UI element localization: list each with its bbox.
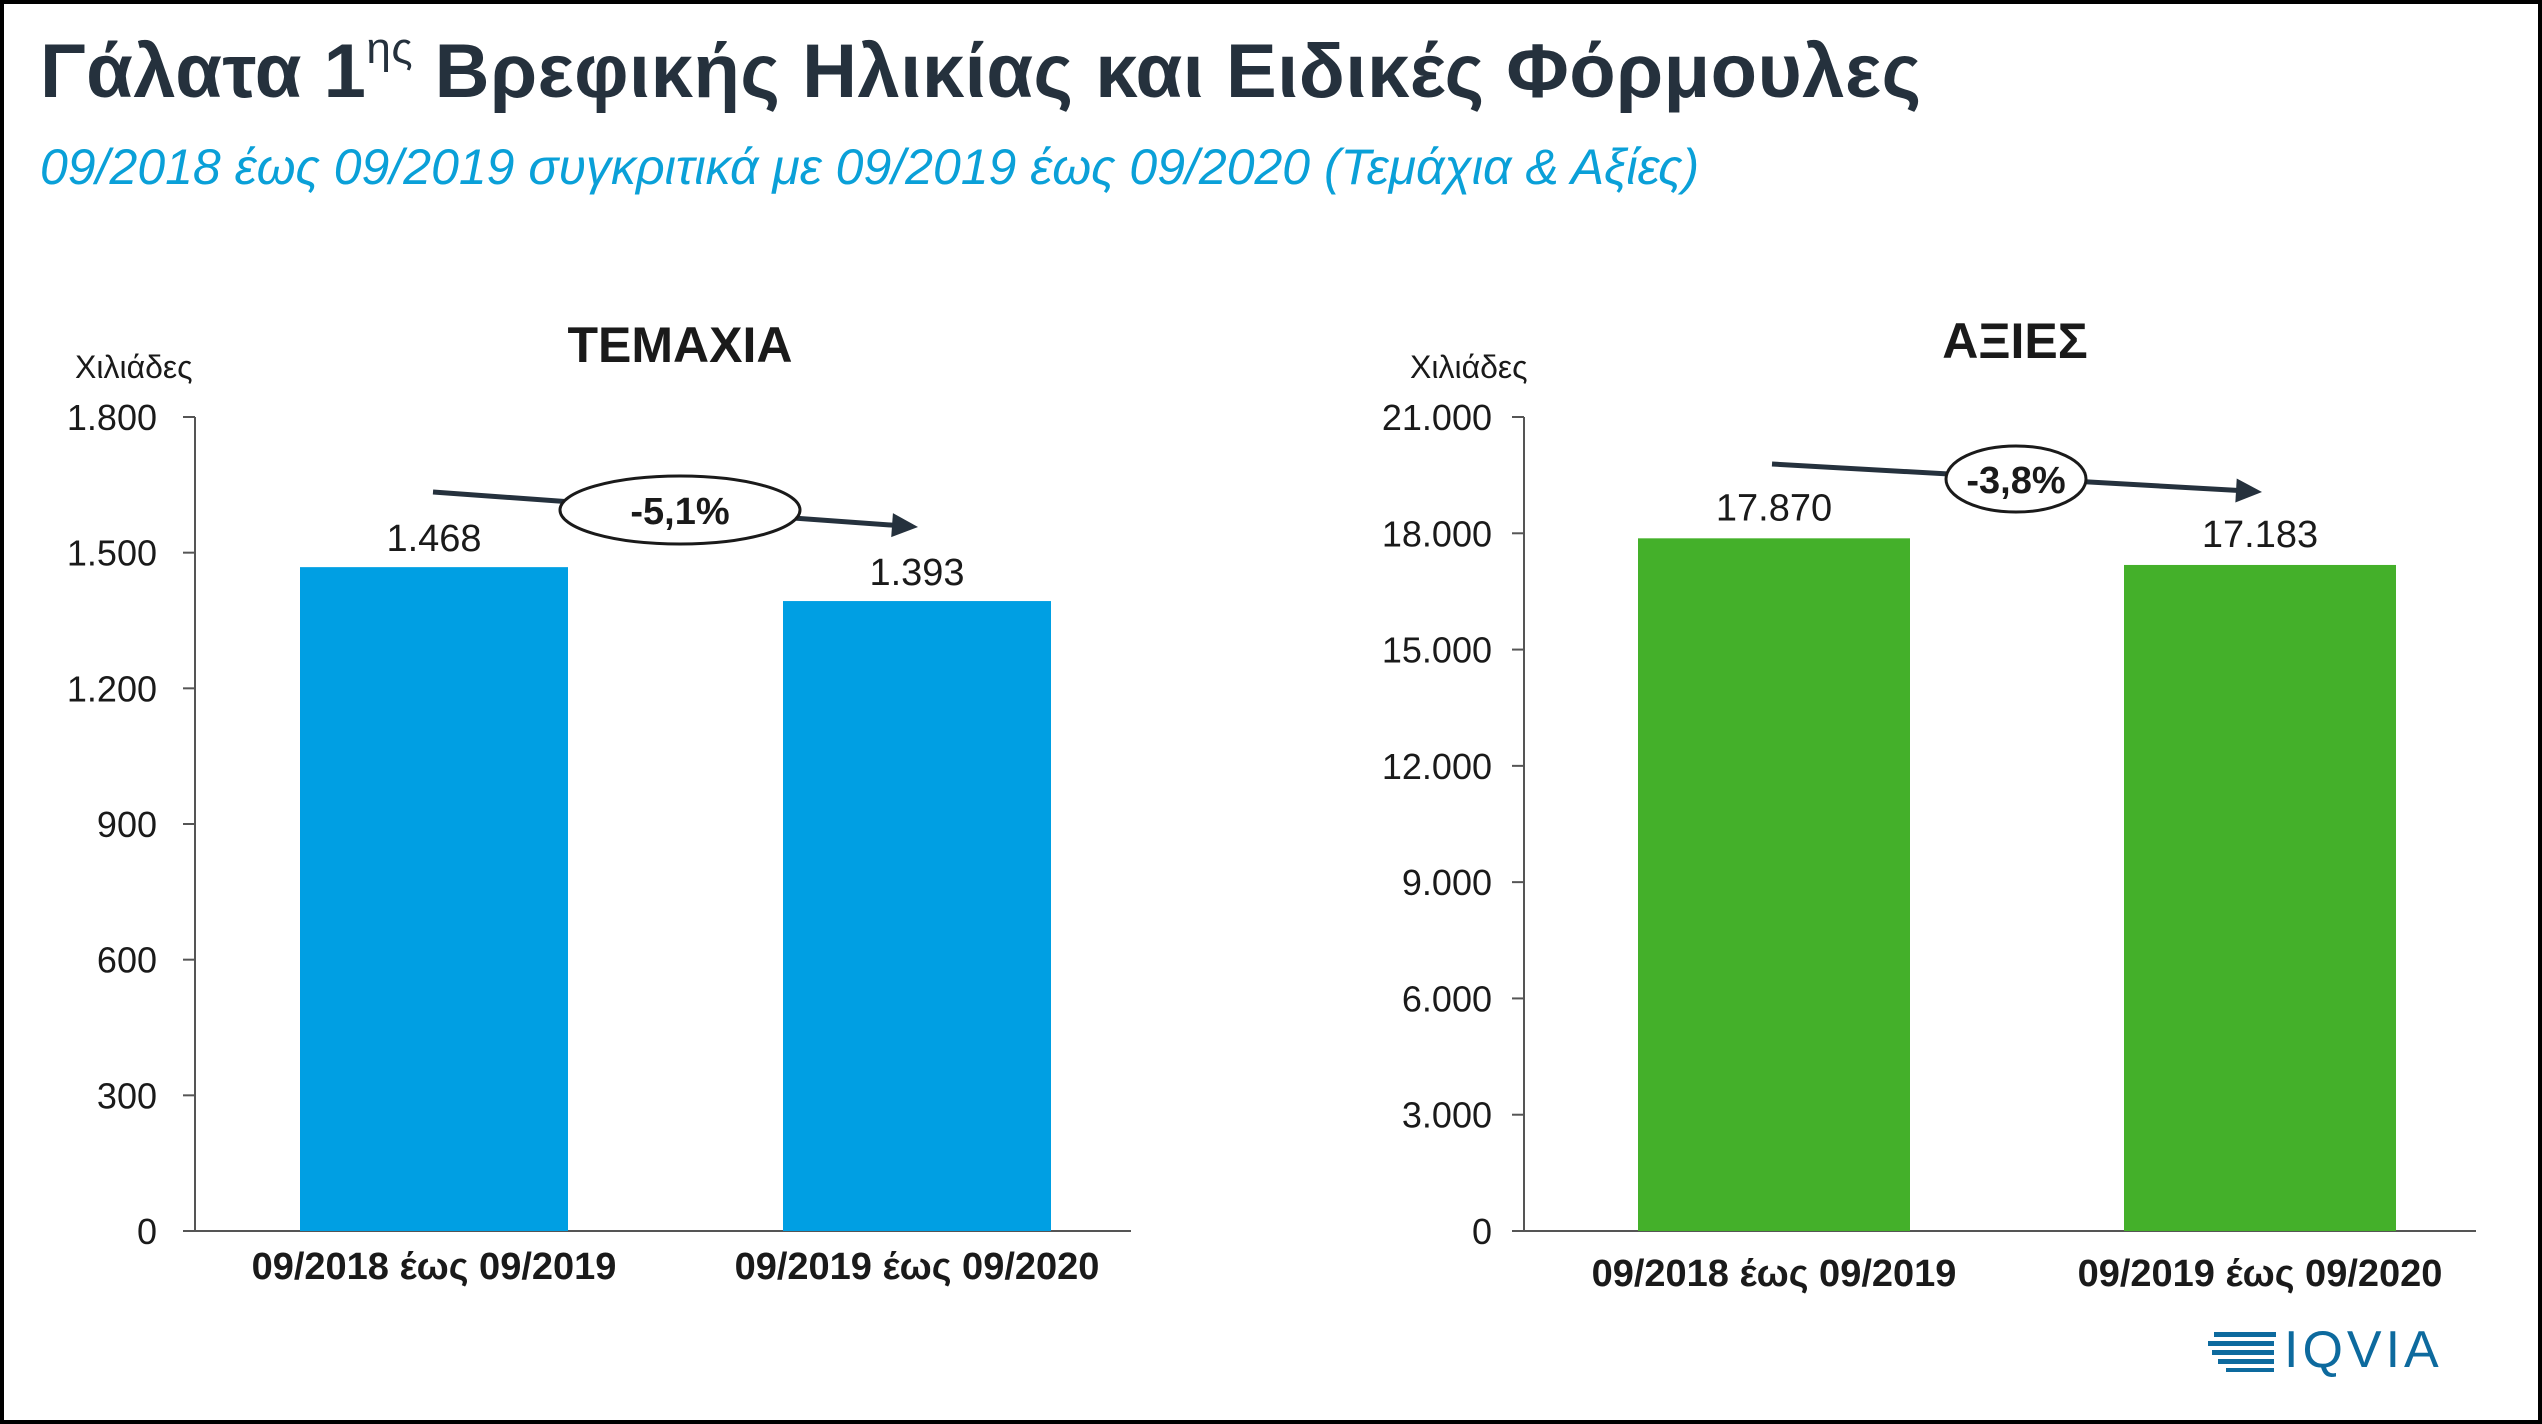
y-tick-label-0-0: 0 xyxy=(137,1211,157,1252)
unit-label-0: Χιλιάδες xyxy=(75,349,193,385)
y-tick-label-1-5: 15.000 xyxy=(1382,630,1492,671)
chart-title-0: ΤΕΜΑΧΙΑ xyxy=(568,317,793,373)
bar-1-0 xyxy=(1638,538,1910,1231)
logo-text: IQVIA xyxy=(2284,1321,2443,1379)
value-label-1-1: 17.183 xyxy=(2202,514,2318,556)
value-label-1-0: 17.870 xyxy=(1716,487,1832,529)
page-title: Γάλατα 1ης Βρεφικής Ηλικίας και Ειδικές … xyxy=(40,23,1922,114)
category-label-0-1: 09/2019 έως 09/2020 xyxy=(735,1246,1100,1288)
y-tick-label-1-4: 12.000 xyxy=(1382,746,1492,787)
category-label-1-1: 09/2019 έως 09/2020 xyxy=(2078,1253,2443,1295)
change-badge-0 xyxy=(558,474,802,546)
y-tick-label-0-1: 300 xyxy=(97,1075,157,1116)
y-tick-label-1-7: 21.000 xyxy=(1382,397,1492,438)
trend-arrowhead-0 xyxy=(891,513,918,538)
change-badge-1 xyxy=(1944,444,2088,514)
y-tick-label-1-1: 3.000 xyxy=(1402,1095,1492,1136)
bar-0-0 xyxy=(300,567,568,1231)
bar-0-1 xyxy=(783,601,1051,1231)
change-label-0: -5,1% xyxy=(630,491,729,533)
value-label-0-0: 1.468 xyxy=(386,518,481,560)
y-tick-label-0-4: 1.200 xyxy=(67,668,157,709)
y-tick-label-0-5: 1.500 xyxy=(67,533,157,574)
iqvia-stripes-icon xyxy=(2208,1332,2276,1372)
y-tick-label-0-2: 600 xyxy=(97,940,157,981)
y-tick-label-0-3: 900 xyxy=(97,804,157,845)
chart-title-1: ΑΞΙΕΣ xyxy=(1942,313,2088,369)
y-tick-label-0-6: 1.800 xyxy=(67,397,157,438)
value-label-0-1: 1.393 xyxy=(869,552,964,594)
y-tick-label-1-0: 0 xyxy=(1472,1211,1492,1252)
category-label-1-0: 09/2018 έως 09/2019 xyxy=(1592,1253,1957,1295)
y-tick-label-1-2: 6.000 xyxy=(1402,978,1492,1019)
bar-1-1 xyxy=(2124,564,2396,1231)
page-subtitle: 09/2018 έως 09/2019 συγκριτικά με 09/201… xyxy=(40,139,1700,195)
trend-arrowhead-1 xyxy=(2235,478,2262,503)
iqvia-logo: IQVIA xyxy=(2208,1318,2458,1379)
category-label-0-0: 09/2018 έως 09/2019 xyxy=(252,1246,617,1288)
y-tick-label-1-3: 9.000 xyxy=(1402,862,1492,903)
title-superscript: ης xyxy=(366,23,414,73)
unit-label-1: Χιλιάδες xyxy=(1410,349,1528,385)
change-label-1: -3,8% xyxy=(1966,460,2065,502)
y-tick-label-1-6: 18.000 xyxy=(1382,513,1492,554)
